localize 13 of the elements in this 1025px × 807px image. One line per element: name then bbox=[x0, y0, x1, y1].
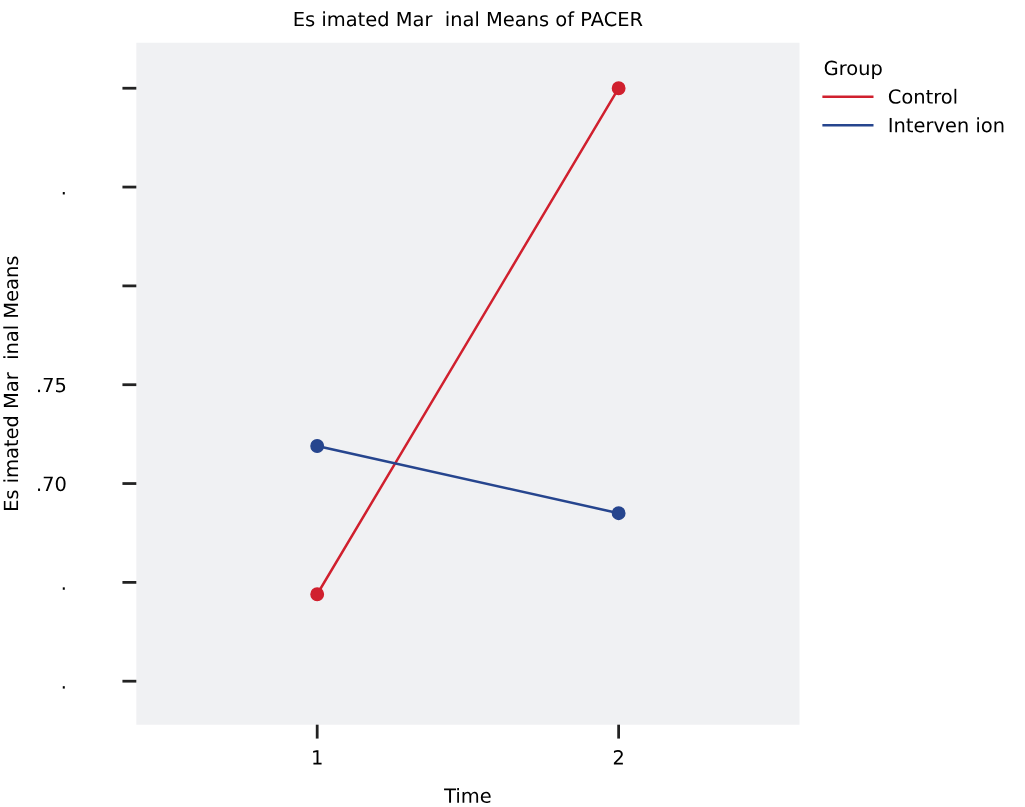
y-tick-label: .75 bbox=[38, 377, 66, 393]
x-tick-label: 1 bbox=[313, 750, 322, 765]
legend-label: Control bbox=[888, 88, 957, 104]
y-tick-label: . bbox=[62, 587, 65, 590]
y-tick-label: . bbox=[62, 686, 65, 689]
y-axis-title: Es imated Mar inal Means bbox=[3, 256, 19, 510]
y-tick-label: . bbox=[62, 192, 65, 195]
x-tick-label: 2 bbox=[613, 750, 623, 765]
legend-label: Interven ion bbox=[889, 117, 1004, 133]
chart-title: Es imated Mar inal Means of PACER bbox=[294, 11, 643, 27]
y-tick-label: .70 bbox=[38, 476, 66, 492]
x-axis-title: Time bbox=[444, 787, 491, 803]
legend-title: Group bbox=[824, 60, 882, 80]
